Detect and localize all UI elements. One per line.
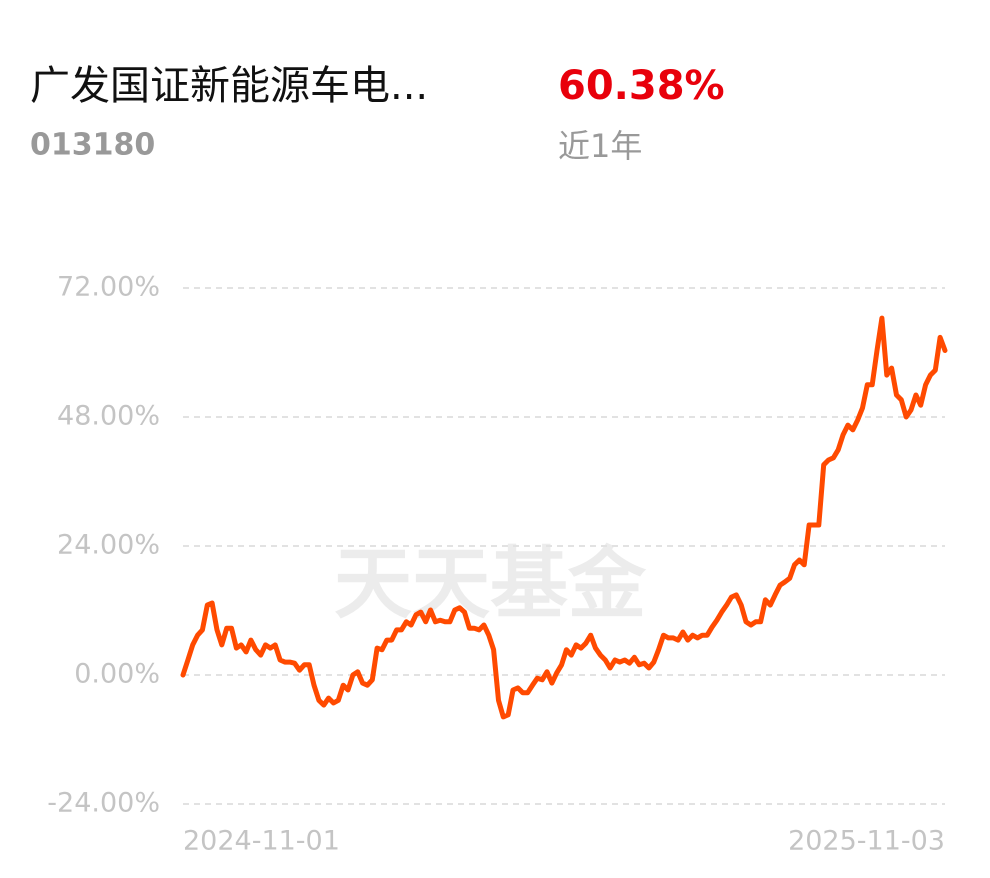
return-period: 近1年	[558, 127, 642, 165]
y-tick-label: 0.00%	[74, 659, 160, 690]
return-value: 60.38%	[558, 63, 725, 109]
x-tick-label: 2025-11-03	[788, 826, 945, 857]
watermark: 天天基金	[334, 539, 647, 630]
x-tick-label: 2024-11-01	[183, 826, 340, 857]
fund-code: 013180	[30, 128, 155, 163]
y-tick-label: 24.00%	[57, 530, 160, 561]
fund-title: 广发国证新能源车电...	[30, 63, 428, 109]
y-tick-label: -24.00%	[47, 788, 160, 819]
y-tick-label: 72.00%	[57, 272, 160, 303]
price-line	[180, 315, 948, 720]
y-tick-label: 48.00%	[57, 401, 160, 432]
